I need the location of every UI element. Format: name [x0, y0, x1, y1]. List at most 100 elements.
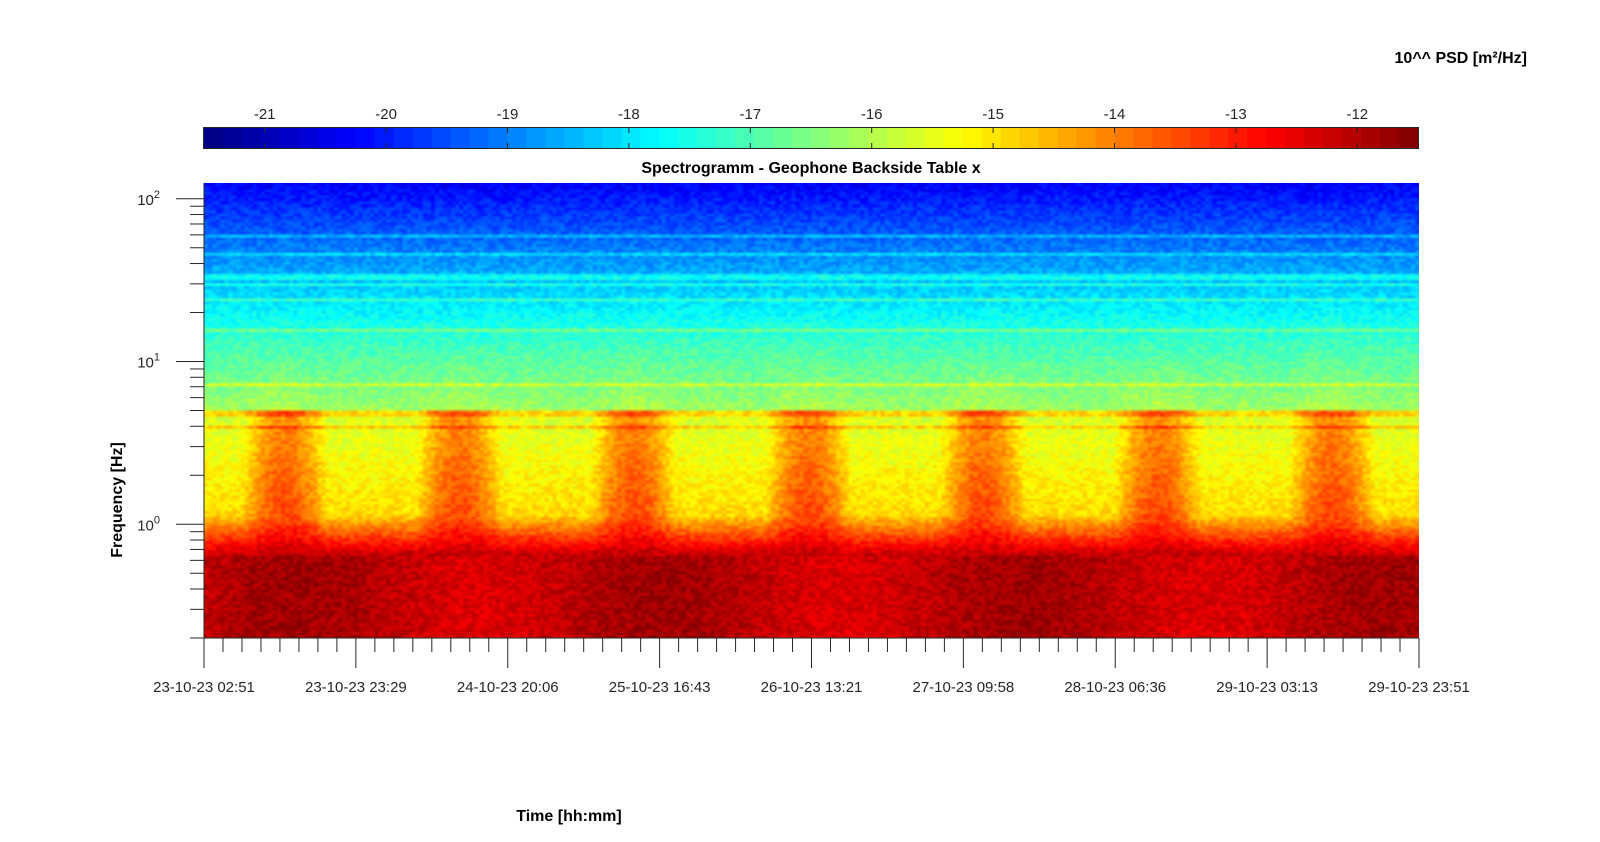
colorbar-cell	[1247, 128, 1267, 148]
colorbar-tick-label: -18	[618, 106, 640, 123]
colorbar-cell	[773, 128, 793, 148]
colorbar-cell	[298, 128, 319, 148]
colorbar-cell	[260, 128, 281, 148]
colorbar-tick-label: -13	[1225, 106, 1247, 123]
x-tick-label: 23-10-23 23:29	[305, 679, 407, 696]
colorbar-cell	[1361, 128, 1381, 148]
colorbar-cell	[1019, 128, 1040, 148]
colorbar-frame	[203, 127, 1419, 149]
colorbar-cell	[867, 128, 888, 148]
colorbar-cell	[905, 128, 926, 148]
colorbar-tick-label: -21	[254, 106, 276, 123]
colorbar-cell	[924, 128, 945, 148]
colorbar-cell	[1285, 128, 1305, 148]
colorbar-cell	[222, 128, 243, 148]
colorbar-cell	[1209, 128, 1229, 148]
colorbar-cell	[943, 128, 964, 148]
y-axis-title: Frequency [Hz]	[109, 442, 126, 558]
colorbar-cell	[450, 128, 471, 148]
colorbar-cell	[1171, 128, 1191, 148]
colorbar-cell	[1038, 128, 1059, 148]
colorbar-cell	[393, 128, 414, 148]
colorbar-cell	[981, 128, 1002, 148]
y-tick-label: 100	[137, 514, 160, 534]
colorbar-cell	[754, 128, 774, 148]
colorbar-cell	[602, 128, 622, 148]
colorbar-cell	[678, 128, 698, 148]
colorbar-cell	[1076, 128, 1097, 148]
y-axis: 100 101 102	[137, 183, 205, 639]
colorbar-cell	[336, 128, 357, 148]
colorbar-ticks: -21 -20 -19 -18 -17 -16 -15 -14 -13 -12	[254, 106, 1368, 148]
colorbar-cell	[545, 128, 566, 148]
colorbar-cell	[374, 128, 395, 148]
colorbar-cell	[735, 128, 755, 148]
colorbar-cell	[1304, 128, 1324, 148]
colorbar-cell	[564, 128, 584, 148]
colorbar-cell	[962, 128, 983, 148]
x-tick-label: 29-10-23 03:13	[1216, 679, 1318, 696]
colorbar-cell	[241, 128, 262, 148]
colorbar-cell	[811, 128, 831, 148]
colorbar-cell	[431, 128, 452, 148]
colorbar-cell	[716, 128, 736, 148]
colorbar-cell	[355, 128, 376, 148]
colorbar-cell	[279, 128, 300, 148]
colorbar-cells	[204, 128, 1419, 148]
colorbar-cell	[1228, 128, 1248, 148]
colorbar-cell	[469, 128, 490, 148]
colorbar-cell	[886, 128, 907, 148]
colorbar-cell	[1095, 128, 1116, 148]
colorbar-cell	[488, 128, 509, 148]
colorbar-cell	[697, 128, 717, 148]
colorbar-cell	[412, 128, 433, 148]
x-tick-label: 29-10-23 23:51	[1368, 679, 1470, 696]
plot-area: 100 101 102 23-10-23 02:51 23-10-23 23:29 24…	[137, 183, 1470, 696]
colorbar-cell	[659, 128, 679, 148]
x-axis: 23-10-23 02:51 23-10-23 23:29 24-10-23 20:…	[153, 637, 1470, 696]
colorbar-cell	[317, 128, 338, 148]
chart-title: Spectrogramm - Geophone Backside Table x	[641, 160, 980, 177]
colorbar-cell	[792, 128, 812, 148]
colorbar-cell	[1380, 128, 1400, 148]
colorbar: -21 -20 -19 -18 -17 -16 -15 -14 -13 -12	[203, 106, 1419, 149]
x-tick-label: 27-10-23 09:58	[913, 679, 1015, 696]
colorbar-tick-label: -16	[861, 106, 883, 123]
colorbar-tick-label: -20	[375, 106, 397, 123]
colorbar-tick-label: -19	[497, 106, 519, 123]
colorbar-tick-label: -15	[982, 106, 1004, 123]
colorbar-cell	[829, 128, 850, 148]
colorbar-cell	[1323, 128, 1343, 148]
colorbar-cell	[204, 128, 224, 148]
colorbar-cell	[526, 128, 547, 148]
colorbar-tick-label: -14	[1104, 106, 1126, 123]
x-tick-label: 24-10-23 20:06	[457, 679, 559, 696]
colorbar-cell	[1152, 128, 1173, 148]
colorbar-cell	[507, 128, 528, 148]
colorbar-cell	[1266, 128, 1286, 148]
x-axis-title: Time [hh:mm]	[516, 808, 621, 825]
colorbar-cell	[848, 128, 869, 148]
colorbar-tick-label: -17	[739, 106, 761, 123]
colorbar-title: 10^^ PSD [m²/Hz]	[1395, 50, 1527, 67]
colorbar-cell	[1399, 128, 1419, 148]
colorbar-cell	[1057, 128, 1078, 148]
spectrogram-heatmap	[204, 183, 1419, 638]
colorbar-cell	[1133, 128, 1154, 148]
heatmap-image	[204, 183, 1419, 638]
colorbar-cell	[583, 128, 603, 148]
y-tick-label: 102	[137, 189, 160, 209]
colorbar-cell	[640, 128, 660, 148]
x-tick-label: 28-10-23 06:36	[1064, 679, 1166, 696]
x-tick-label: 23-10-23 02:51	[153, 679, 255, 696]
x-tick-label: 25-10-23 16:43	[609, 679, 711, 696]
colorbar-cell	[1000, 128, 1021, 148]
colorbar-cell	[1342, 128, 1362, 148]
colorbar-cell	[1114, 128, 1135, 148]
y-tick-label: 101	[137, 352, 160, 372]
colorbar-tick-label: -12	[1346, 106, 1368, 123]
x-tick-label: 26-10-23 13:21	[761, 679, 863, 696]
colorbar-cell	[1190, 128, 1210, 148]
colorbar-cell	[621, 128, 641, 148]
